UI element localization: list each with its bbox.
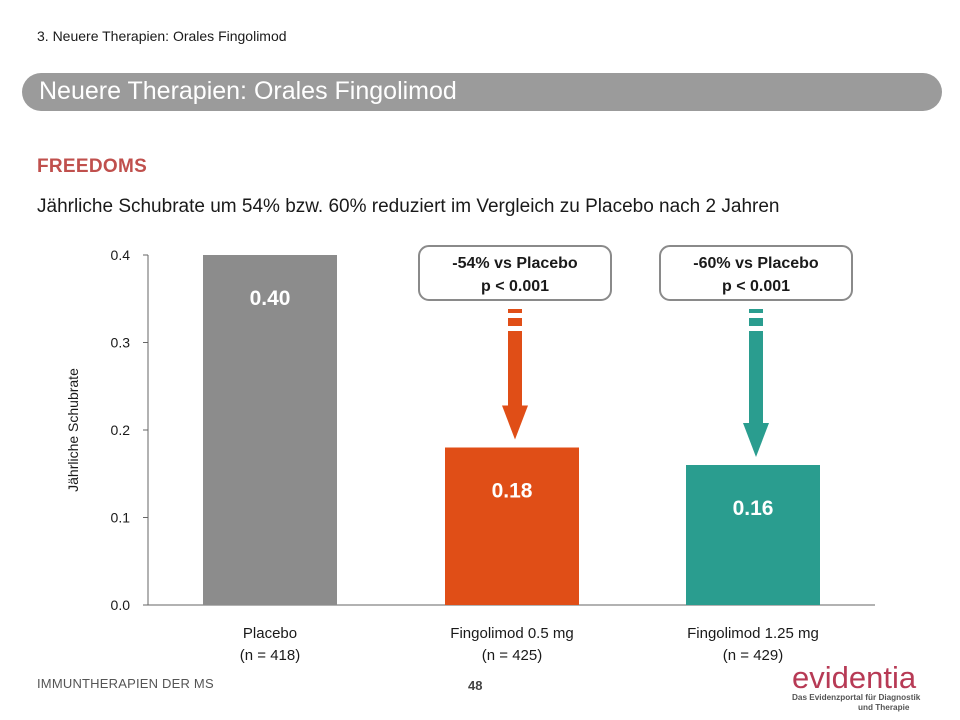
footer-text: IMMUNTHERAPIEN DER MS	[37, 676, 214, 691]
annotation-line-1: -54% vs Placebo	[452, 255, 578, 272]
annotation-line-2: p < 0.001	[481, 278, 549, 295]
breadcrumb: 3. Neuere Therapien: Orales Fingolimod	[37, 28, 287, 44]
page-number: 48	[468, 678, 483, 693]
x-tick-label-n: (n = 418)	[240, 647, 300, 664]
arrow-dash	[508, 318, 522, 326]
y-tick-label: 0.1	[111, 510, 131, 526]
arrow-shaft	[749, 331, 763, 423]
bar-value-label: 0.16	[733, 497, 774, 520]
arrow-head	[502, 405, 528, 440]
x-tick-label: Placebo	[243, 625, 297, 642]
arrow-dash	[508, 309, 522, 313]
bar-value-label: 0.18	[492, 480, 533, 503]
bar	[203, 255, 337, 605]
logo-tagline-1: Das Evidenzportal für Diagnostik	[792, 693, 921, 702]
x-tick-label: Fingolimod 0.5 mg	[450, 625, 573, 642]
x-tick-label-n: (n = 429)	[723, 647, 783, 664]
y-tick-label: 0.2	[111, 422, 131, 438]
y-tick-label: 0.3	[111, 335, 131, 351]
logo-wordmark: evidentia	[792, 662, 917, 695]
title-bar: Neuere Therapien: Orales Fingolimod	[22, 73, 942, 111]
bar	[445, 447, 579, 605]
arrow-dash	[749, 309, 763, 313]
annotation-box	[659, 245, 853, 301]
y-tick-label: 0.4	[111, 247, 131, 263]
y-tick-label: 0.0	[111, 597, 131, 613]
evidentia-logo: evidentia Das Evidenzportal für Diagnost…	[792, 662, 921, 712]
page-title: Neuere Therapien: Orales Fingolimod	[39, 77, 457, 105]
x-tick-label-n: (n = 425)	[482, 647, 542, 664]
arrow-dash	[749, 318, 763, 326]
annotation-line-1: -60% vs Placebo	[693, 255, 819, 272]
annotation-box	[418, 245, 612, 301]
x-tick-label: Fingolimod 1.25 mg	[687, 625, 819, 642]
arrow-shaft	[508, 331, 522, 406]
bar	[686, 465, 820, 605]
logo-tagline-2: und Therapie	[858, 703, 910, 712]
y-axis-label: Jährliche Schubrate	[65, 368, 81, 492]
lead-text: Jährliche Schubrate um 54% bzw. 60% redu…	[37, 196, 780, 217]
bar-value-label: 0.40	[250, 287, 291, 310]
section-title: FREEDOMS	[37, 156, 148, 177]
annotation-line-2: p < 0.001	[722, 278, 790, 295]
arrow-head	[743, 423, 769, 457]
